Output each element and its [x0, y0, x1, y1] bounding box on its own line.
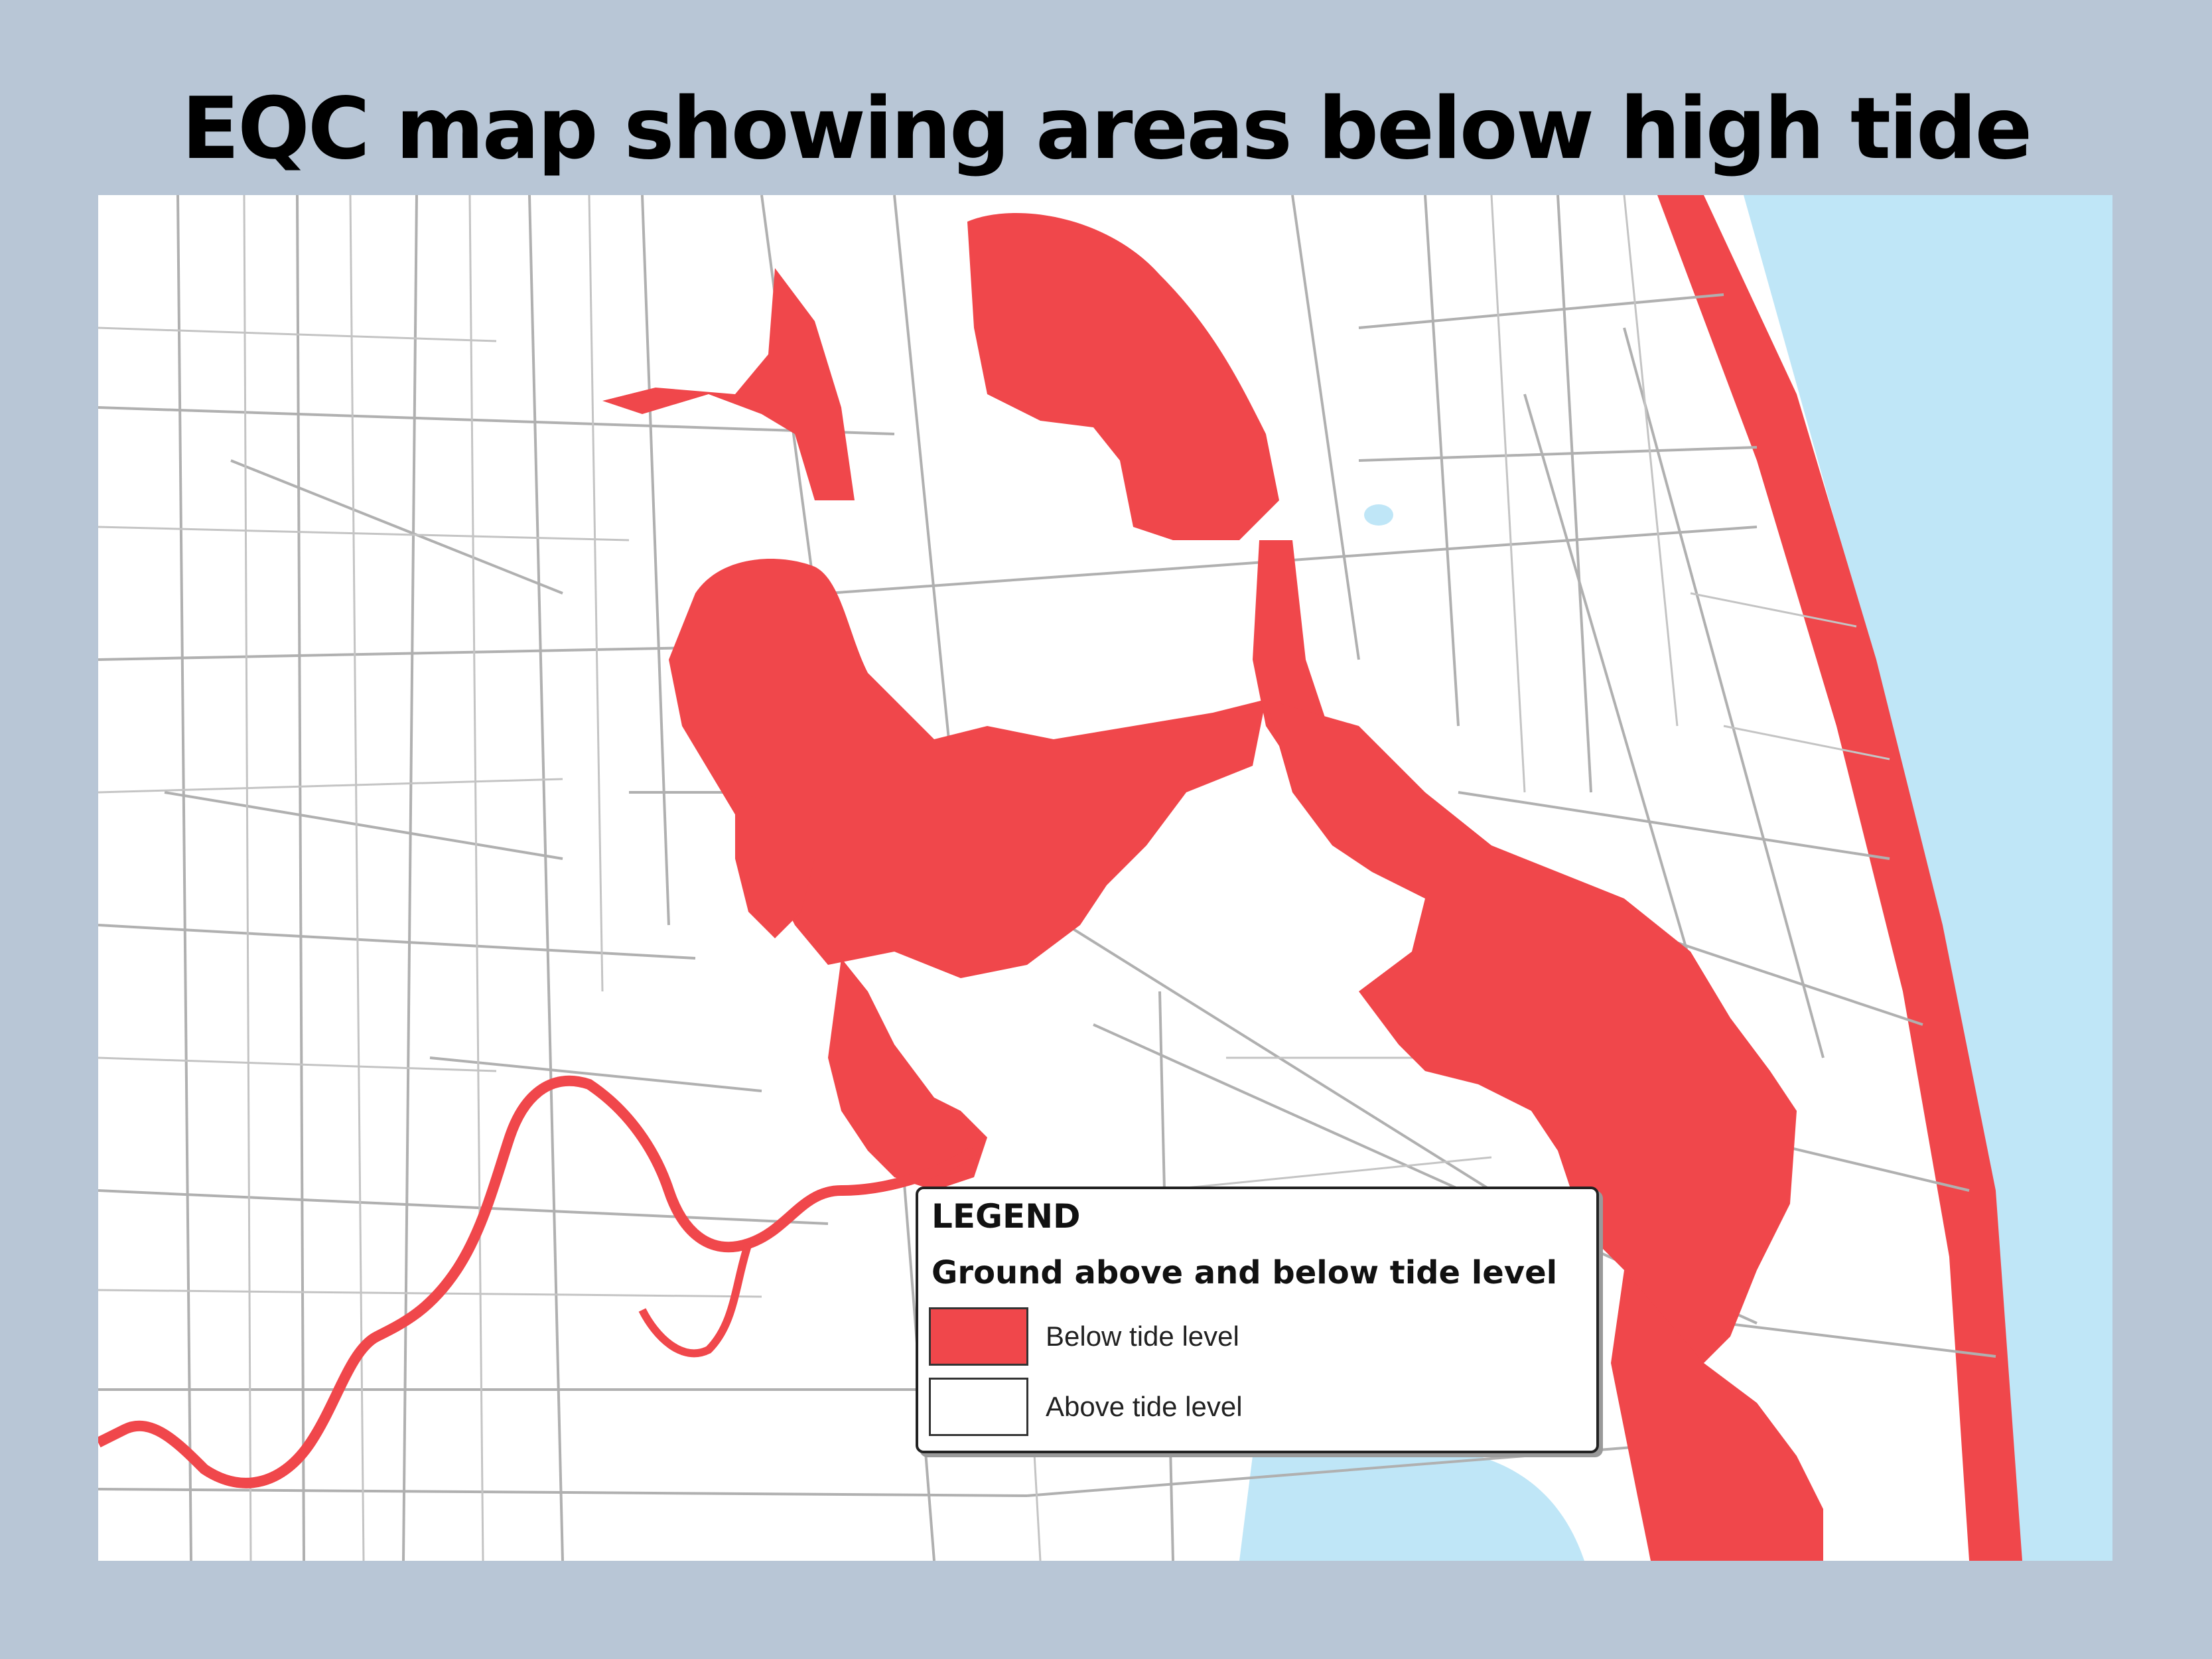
below-tide-areas — [602, 212, 1823, 1561]
east-channel — [1266, 699, 1797, 1363]
river-bend-basin — [828, 958, 987, 1190]
legend-item-above: Above tide level — [929, 1378, 1579, 1439]
legend-heading: LEGEND — [932, 1197, 1081, 1236]
minor-roads — [98, 195, 1890, 1561]
slide-title: EQC map showing areas below high tide — [181, 80, 2033, 179]
map-frame[interactable]: LEGEND Ground above and below tide level… — [98, 195, 2112, 1561]
road-network — [98, 195, 1996, 1561]
above-tide-swatch — [929, 1378, 1028, 1436]
below-tide-swatch — [929, 1307, 1028, 1366]
legend-label-above: Above tide level — [1046, 1391, 1243, 1422]
legend-label-below: Below tide level — [1046, 1321, 1239, 1352]
south-estuary — [1611, 1270, 1823, 1561]
estuary-water — [1239, 1433, 1584, 1561]
river-branch — [638, 1242, 752, 1358]
map-canvas[interactable] — [98, 195, 2112, 1561]
coastal-strip — [1657, 195, 2022, 1561]
legend-subheading: Ground above and below tide level — [932, 1254, 1558, 1291]
legend: LEGEND Ground above and below tide level… — [916, 1187, 1599, 1453]
pond — [1364, 504, 1393, 526]
legend-item-below: Below tide level — [929, 1307, 1579, 1368]
western-pocket — [735, 792, 815, 938]
north-basin — [967, 212, 1279, 540]
northwest-creek — [602, 268, 855, 500]
river — [98, 1075, 977, 1488]
central-loop — [669, 559, 1266, 978]
